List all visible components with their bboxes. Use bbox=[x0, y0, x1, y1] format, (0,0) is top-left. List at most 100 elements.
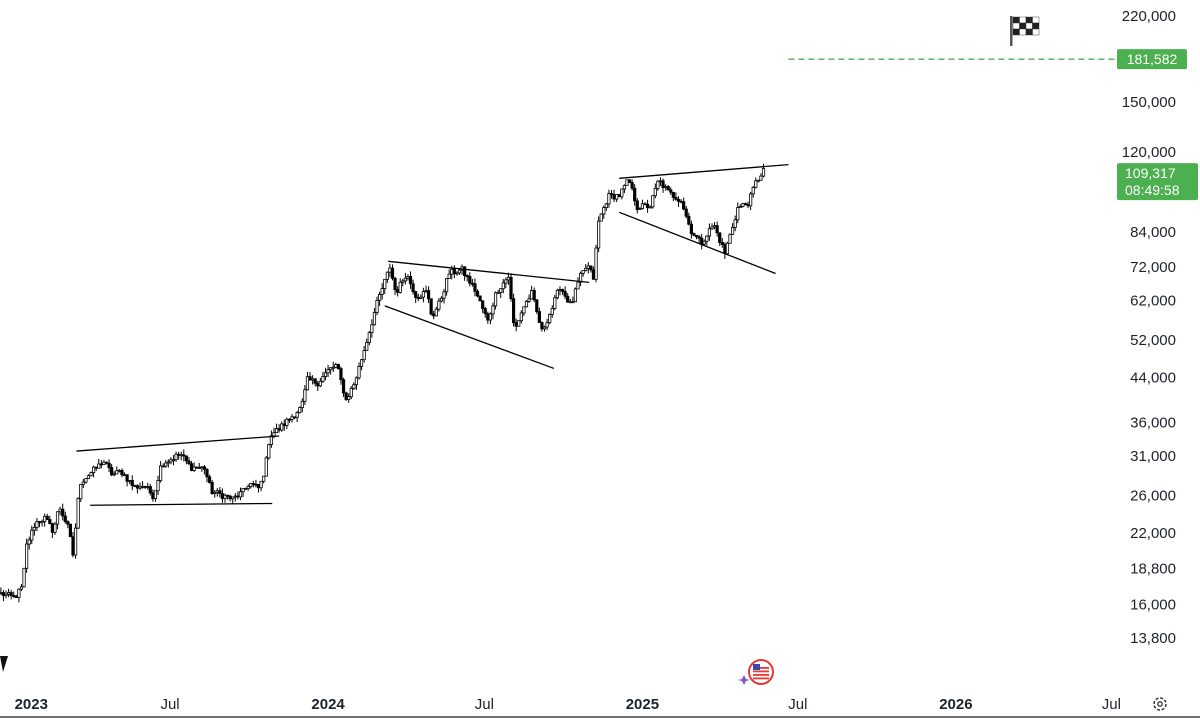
candle bbox=[676, 196, 681, 207]
candle bbox=[81, 478, 85, 489]
candle bbox=[104, 461, 109, 465]
candle-body bbox=[720, 242, 724, 245]
candle bbox=[584, 264, 588, 272]
candle-body bbox=[447, 273, 451, 279]
candle bbox=[761, 163, 766, 178]
candle-body bbox=[540, 322, 544, 330]
candle-body bbox=[633, 187, 637, 202]
candle-body bbox=[321, 376, 325, 382]
candle-body bbox=[733, 219, 737, 228]
candle bbox=[620, 188, 624, 200]
candle-body bbox=[197, 467, 201, 470]
candle-body bbox=[738, 206, 742, 208]
candle-body bbox=[432, 313, 436, 317]
trendline[interactable] bbox=[90, 502, 273, 506]
flag-square bbox=[1019, 22, 1027, 30]
y-axis[interactable]: 220,000 150,000 120,000 84,000 72,000 62,000 5… bbox=[1122, 8, 1176, 647]
candle-body bbox=[426, 290, 431, 300]
candle bbox=[759, 173, 763, 181]
candle-body bbox=[625, 179, 629, 186]
candle-body bbox=[63, 515, 67, 522]
candle bbox=[331, 361, 335, 372]
candle bbox=[625, 179, 629, 186]
candle bbox=[664, 184, 668, 191]
candle-body bbox=[370, 324, 374, 334]
candle bbox=[530, 285, 534, 300]
candle-body bbox=[401, 280, 405, 283]
candle bbox=[37, 520, 42, 528]
candle bbox=[504, 277, 508, 289]
candle-body bbox=[1, 592, 6, 597]
y-tick-label: 220,000 bbox=[1122, 8, 1176, 25]
candle-body bbox=[599, 213, 603, 222]
candle-body bbox=[372, 312, 377, 326]
flag-square bbox=[1012, 16, 1020, 24]
candle bbox=[540, 321, 544, 332]
candle-body bbox=[94, 466, 98, 469]
candle bbox=[656, 180, 660, 191]
candle bbox=[92, 465, 96, 478]
candle bbox=[179, 451, 183, 461]
candle-body bbox=[749, 193, 753, 207]
candle-body bbox=[627, 179, 632, 183]
candle bbox=[305, 372, 310, 391]
candle bbox=[604, 202, 608, 211]
candle-body bbox=[48, 519, 52, 525]
candle bbox=[0, 587, 3, 595]
flag-stripe bbox=[753, 674, 769, 676]
candle-body bbox=[380, 288, 384, 295]
candle bbox=[573, 287, 578, 303]
candle-body bbox=[313, 378, 317, 384]
candle-body bbox=[107, 462, 111, 468]
candle-body bbox=[35, 521, 39, 528]
candle bbox=[138, 482, 142, 491]
trendline[interactable] bbox=[388, 260, 590, 283]
candle bbox=[447, 269, 451, 280]
candle bbox=[326, 364, 330, 378]
candle-body bbox=[202, 466, 207, 470]
candle bbox=[27, 536, 31, 550]
candle bbox=[669, 187, 673, 195]
current-price-tag[interactable] bbox=[1117, 163, 1198, 201]
candle-body bbox=[213, 491, 217, 495]
trendline[interactable] bbox=[76, 435, 280, 452]
candle bbox=[102, 459, 106, 465]
gear-icon[interactable] bbox=[1153, 697, 1167, 711]
trendline[interactable] bbox=[384, 305, 555, 370]
target-price-tag[interactable] bbox=[1117, 49, 1187, 70]
candle-body bbox=[563, 291, 567, 297]
trendline[interactable] bbox=[619, 164, 789, 179]
candle-body bbox=[465, 275, 469, 278]
candle-body bbox=[6, 592, 11, 595]
candle bbox=[14, 594, 18, 598]
candle bbox=[478, 295, 482, 302]
candle-body bbox=[272, 432, 276, 437]
candle bbox=[166, 459, 170, 468]
candle-body bbox=[179, 454, 183, 457]
us-flag-event-icon[interactable] bbox=[738, 659, 774, 685]
candle-body bbox=[102, 461, 106, 465]
x-axis[interactable]: 2023 Jul 2024 Jul 2025 Jul 2026 Jul bbox=[0, 696, 1200, 718]
candle-body bbox=[9, 592, 13, 596]
candle-body bbox=[195, 466, 199, 469]
candle-body bbox=[73, 527, 78, 556]
candle-body bbox=[341, 379, 346, 394]
candle bbox=[393, 276, 397, 296]
candle bbox=[197, 462, 201, 470]
candle bbox=[71, 532, 75, 558]
candle bbox=[365, 338, 369, 351]
candle-body bbox=[712, 225, 717, 228]
candle bbox=[571, 296, 575, 304]
candle bbox=[22, 567, 26, 588]
candle-body bbox=[759, 175, 763, 181]
trendline[interactable] bbox=[618, 211, 776, 275]
flag-square bbox=[1025, 16, 1033, 24]
candle-body bbox=[292, 416, 297, 419]
candle-body bbox=[558, 289, 562, 291]
y-tick-label: 150,000 bbox=[1122, 94, 1176, 111]
candle bbox=[236, 491, 240, 500]
y-tick-label: 31,000 bbox=[1130, 448, 1176, 465]
candle-body bbox=[244, 488, 248, 490]
candle bbox=[244, 487, 248, 490]
